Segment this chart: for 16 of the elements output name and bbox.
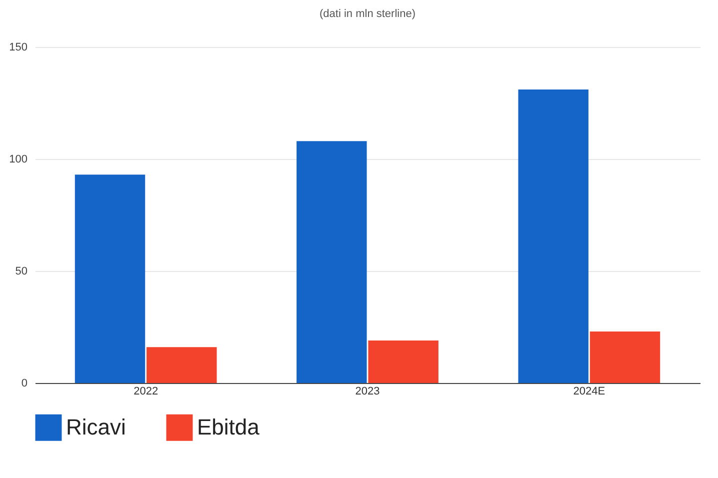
y-tick-label: 100 xyxy=(9,154,28,166)
y-tick-label: 50 xyxy=(15,266,28,278)
bar xyxy=(368,340,438,383)
x-tick-label: 2022 xyxy=(134,386,158,398)
legend-label: Ricavi xyxy=(66,414,126,440)
bar xyxy=(518,90,588,383)
bar xyxy=(74,174,146,383)
bar xyxy=(146,347,217,383)
x-tick-label: 2024E xyxy=(573,386,606,398)
bar xyxy=(296,141,367,383)
legend-label: Ebitda xyxy=(197,414,260,440)
y-tick-label: 150 xyxy=(9,42,28,54)
chart-title: (dati in mln sterline) xyxy=(320,8,416,20)
y-tick-label: 0 xyxy=(21,378,28,390)
x-tick-label: 2023 xyxy=(355,386,380,398)
bar xyxy=(590,331,660,383)
